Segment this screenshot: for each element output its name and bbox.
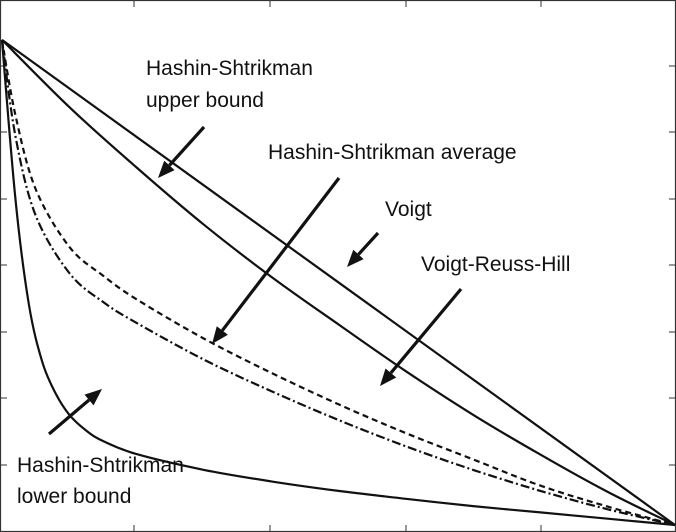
series-line-hashin-shtrikman-lower-bound — [0, 39, 676, 527]
arrow-head-0 — [158, 160, 175, 178]
arrow-head-1 — [212, 326, 228, 344]
annotation-hs-lower-line2: lower bound — [17, 485, 131, 508]
arrow-shaft-3 — [389, 287, 463, 374]
annotation-hs-upper-line1: Hashin-Shtrikman — [146, 57, 313, 80]
annotation-hs-average: Hashin-Shtrikman average — [268, 141, 517, 164]
annotation-arrows — [47, 125, 463, 436]
arrow-shaft-1 — [221, 177, 341, 332]
series-line-hashin-shtrikman-average — [0, 39, 676, 527]
arrow-shaft-0 — [168, 125, 206, 167]
annotation-hs-lower-line1: Hashin-Shtrikman — [17, 454, 184, 477]
arrow-head-2 — [347, 249, 364, 267]
arrow-shaft-2 — [357, 231, 380, 256]
series-group — [0, 39, 676, 527]
arrow-shaft-4 — [47, 398, 91, 436]
annotation-voigt: Voigt — [385, 198, 432, 221]
annotation-hs-upper-line2: upper bound — [146, 89, 264, 112]
arrow-head-3 — [380, 368, 397, 386]
series-line-voigt-reuss-hill — [0, 39, 676, 527]
series-line-voigt — [1, 39, 676, 526]
annotation-vrh: Voigt-Reuss-Hill — [421, 253, 570, 276]
series-line-hashin-shtrikman-upper-bound — [1, 39, 676, 526]
arrow-head-4 — [84, 389, 102, 406]
